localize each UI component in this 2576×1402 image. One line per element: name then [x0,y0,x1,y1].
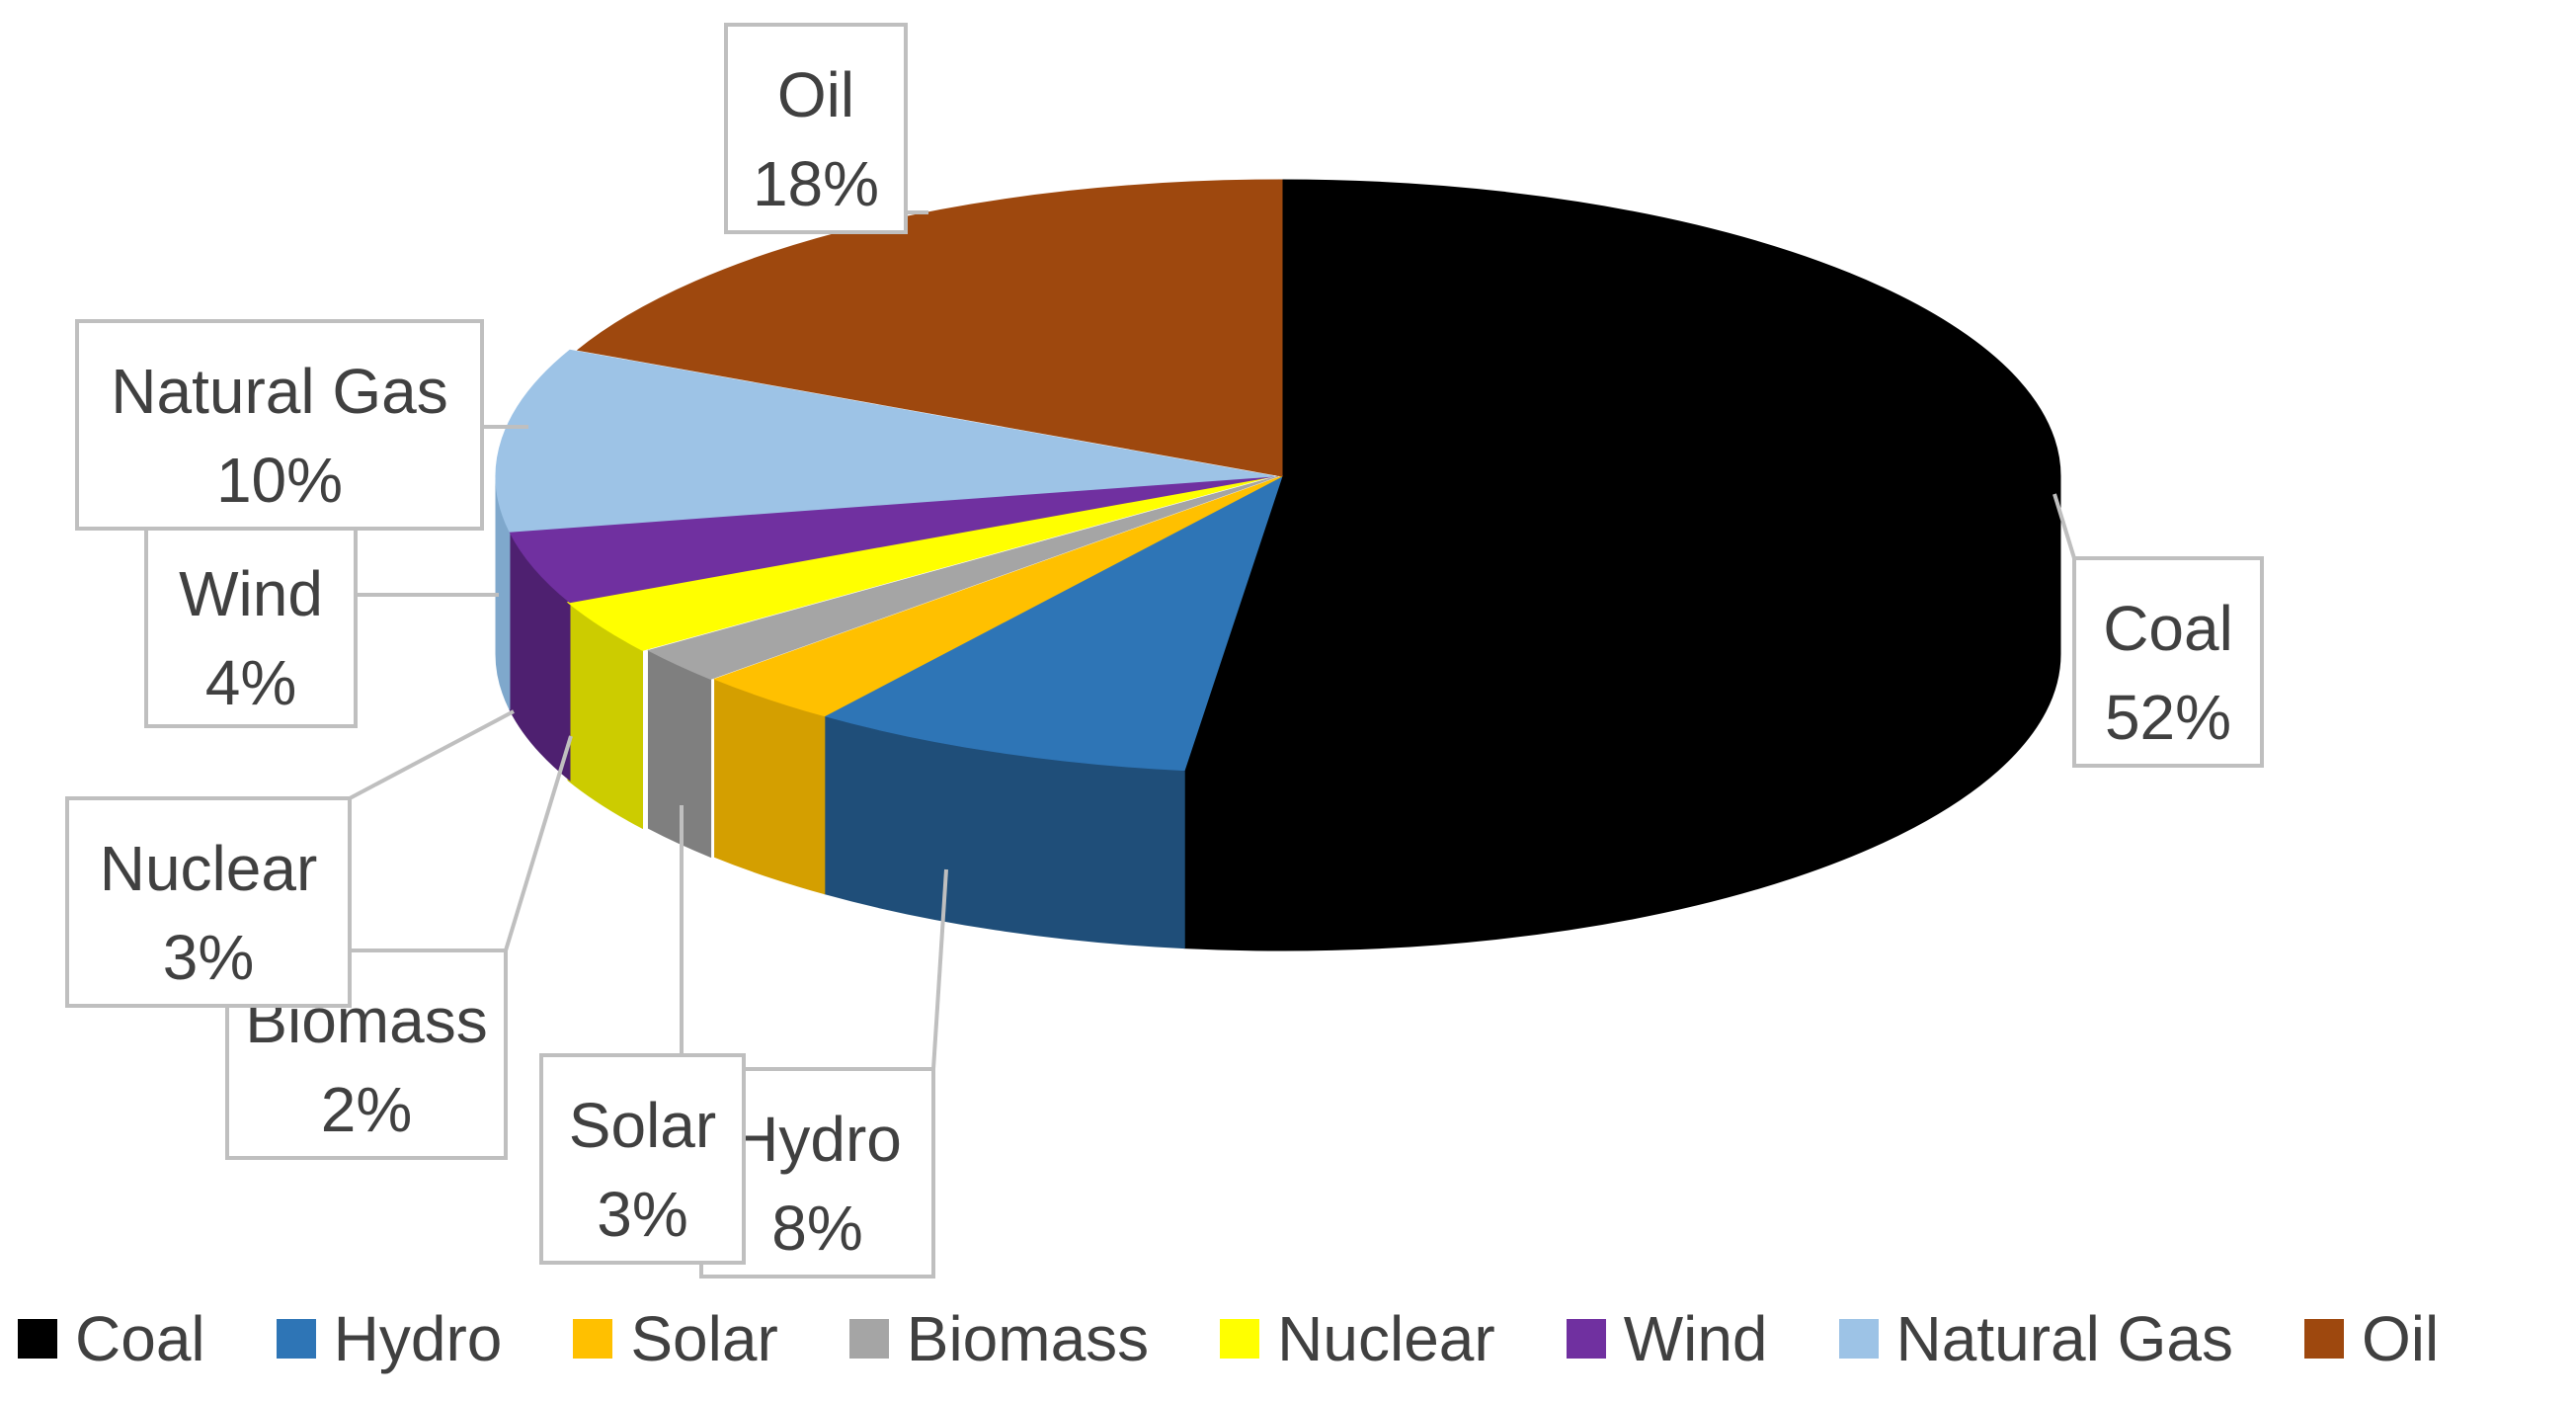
callout-natural-gas: Natural Gas 10% [75,319,528,531]
legend-item-hydro: Hydro [276,1302,503,1375]
callout-nuclear: Nuclear 3% [65,709,515,1008]
callout-coal: Coal 52% [2053,493,2264,768]
callout-label-natural-gas: Natural Gas [111,356,447,427]
callout-value-oil: 18% [753,148,879,219]
legend-item-nuclear: Nuclear [1220,1302,1495,1375]
callout-value-wind: 4% [205,647,297,718]
pie-slice-wind [509,475,1275,604]
pie-slice-natural-gas [495,349,1275,533]
callout-value-solar: 3% [597,1179,688,1250]
legend-label-oil: Oil [2361,1303,2440,1374]
callout-label-coal: Coal [2103,593,2233,664]
legend-swatch-wind [1566,1319,1606,1359]
legend-item-solar: Solar [573,1302,778,1375]
legend: Coal Hydro Solar Biomass Nuclear Wind Na… [18,1302,2576,1375]
legend-label-hydro: Hydro [333,1303,503,1374]
pie-slice-biomass [647,475,1279,680]
legend-item-wind: Wind [1566,1302,1768,1375]
callout-box-wind [144,527,358,728]
callout-label-nuclear: Nuclear [100,833,318,904]
callout-value-natural-gas: 10% [216,445,343,516]
callout-box-coal [2072,556,2264,768]
callout-label-oil: Oil [777,59,854,130]
callout-value-nuclear: 3% [163,922,255,993]
pie-slice-solar [713,475,1283,717]
legend-swatch-coal [18,1319,57,1359]
callout-solar: Solar 3% [539,805,746,1265]
legend-swatch-biomass [848,1319,889,1359]
legend-label-wind: Wind [1623,1303,1768,1374]
callout-oil: Oil 18% [724,23,928,234]
legend-item-oil: Oil [2303,1302,2440,1375]
callout-box-natural-gas [75,319,484,531]
legend-label-nuclear: Nuclear [1277,1303,1495,1374]
callout-leader-hydro [931,868,948,1070]
legend-swatch-oil [2303,1319,2344,1359]
callout-box-nuclear [65,796,352,1008]
callout-leader-nuclear [349,709,515,800]
legend-swatch-nuclear [1220,1319,1260,1359]
callout-label-hydro: Hydro [733,1104,902,1175]
callout-leader-coal [2053,493,2076,559]
callout-value-hydro: 8% [771,1193,863,1264]
callout-box-oil [724,23,908,234]
legend-label-coal: Coal [75,1303,205,1374]
legend-label-biomass: Biomass [906,1303,1150,1374]
pie-chart: Coal52%Hydro8%Solar3%Biomass2%Nuclear3%W… [65,23,2264,1278]
pie-slice-hydro [823,474,1283,772]
pie-slice-coal [1183,179,2061,774]
legend-swatch-hydro [276,1319,316,1359]
callout-box-solar [539,1053,746,1265]
legend-item-biomass: Biomass [848,1302,1150,1375]
legend-label-natural-gas: Natural Gas [1895,1303,2233,1374]
callout-value-coal: 52% [2105,682,2231,753]
legend-item-coal: Coal [18,1302,205,1375]
callout-value-biomass: 2% [321,1074,413,1145]
callout-label-wind: Wind [179,558,323,629]
legend-item-natural-gas: Natural Gas [1838,1302,2233,1375]
pie-slice-nuclear [566,475,1273,651]
callout-wind: Wind 4% [144,527,499,728]
callout-label-solar: Solar [569,1090,716,1161]
legend-swatch-natural-gas [1838,1319,1879,1359]
legend-swatch-solar [573,1319,613,1359]
callout-leader-biomass [504,735,573,951]
legend-label-solar: Solar [630,1303,778,1374]
